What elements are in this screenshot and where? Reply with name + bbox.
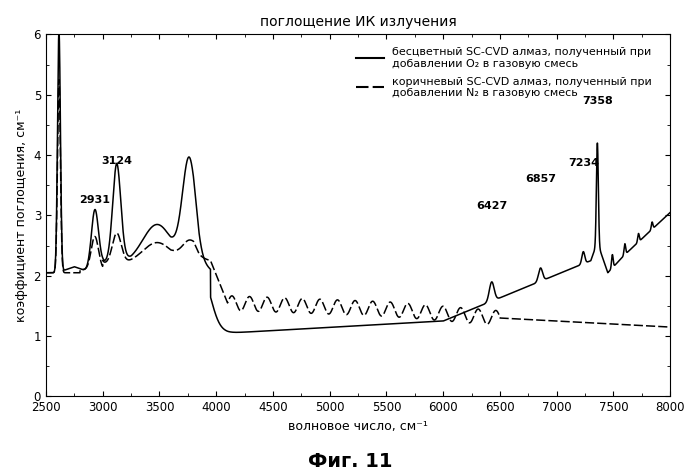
- бесцветный SC-CVD алмаз, полученный при
добавлении O₂ в газовую смесь: [505, 291, 513, 297]
- коричневый SC-CVD алмаз, полученный при
добавлении N₂ в газовую смесь: [538, 318, 547, 323]
- Text: 7234: 7234: [568, 159, 598, 168]
- коричневый SC-CVD алмаз, полученный при
добавлении N₂ в газовую смесь: [42, 270, 50, 276]
- Text: 3124: 3124: [102, 156, 132, 166]
- бесцветный SC-CVD алмаз, полученный при
добавлении O₂ в газовую смесь: [74, 265, 82, 271]
- бесцветный SC-CVD алмаз, полученный при
добавлении O₂ в газовую смесь: [55, 28, 63, 34]
- Line: коричневый SC-CVD алмаз, полученный при
добавлении N₂ в газовую смесь: коричневый SC-CVD алмаз, полученный при …: [46, 80, 671, 327]
- Text: 6857: 6857: [525, 174, 556, 184]
- X-axis label: волновое число, см⁻¹: волновое число, см⁻¹: [288, 420, 428, 433]
- Text: 6427: 6427: [476, 201, 508, 211]
- коричневый SC-CVD алмаз, полученный при
добавлении N₂ в газовую смесь: [438, 303, 447, 309]
- Text: 2931: 2931: [79, 195, 111, 205]
- бесцветный SC-CVD алмаз, полученный при
добавлении O₂ в газовую смесь: [268, 328, 277, 333]
- Line: бесцветный SC-CVD алмаз, полученный при
добавлении O₂ в газовую смесь: бесцветный SC-CVD алмаз, полученный при …: [46, 31, 671, 333]
- коричневый SC-CVD алмаз, полученный при
добавлении N₂ в газовую смесь: [74, 270, 82, 276]
- коричневый SC-CVD алмаз, полученный при
добавлении N₂ в газовую смесь: [666, 324, 675, 330]
- бесцветный SC-CVD алмаз, полученный при
добавлении O₂ в газовую смесь: [412, 320, 420, 325]
- бесцветный SC-CVD алмаз, полученный при
добавлении O₂ в газовую смесь: [666, 210, 675, 215]
- бесцветный SC-CVD алмаз, полученный при
добавлении O₂ в газовую смесь: [438, 318, 447, 324]
- Text: 7358: 7358: [582, 96, 612, 106]
- коричневый SC-CVD алмаз, полученный при
добавлении N₂ в газовую смесь: [505, 316, 513, 321]
- коричневый SC-CVD алмаз, полученный при
добавлении N₂ в газовую смесь: [268, 303, 277, 309]
- бесцветный SC-CVD алмаз, полученный при
добавлении O₂ в газовую смесь: [232, 330, 241, 335]
- коричневый SC-CVD алмаз, полученный при
добавлении N₂ в газовую смесь: [55, 77, 63, 83]
- Y-axis label: коэффициент поглощения, см⁻¹: коэффициент поглощения, см⁻¹: [15, 109, 28, 322]
- бесцветный SC-CVD алмаз, полученный при
добавлении O₂ в газовую смесь: [42, 270, 50, 276]
- Text: Фиг. 11: Фиг. 11: [308, 452, 392, 469]
- коричневый SC-CVD алмаз, полученный при
добавлении N₂ в газовую смесь: [411, 315, 419, 321]
- бесцветный SC-CVD алмаз, полученный при
добавлении O₂ в газовую смесь: [538, 269, 547, 274]
- Title: поглощение ИК излучения: поглощение ИК излучения: [260, 15, 456, 29]
- Legend: бесцветный SC-CVD алмаз, полученный при
добавлении O₂ в газовую смесь, коричневы: бесцветный SC-CVD алмаз, полученный при …: [356, 47, 652, 98]
